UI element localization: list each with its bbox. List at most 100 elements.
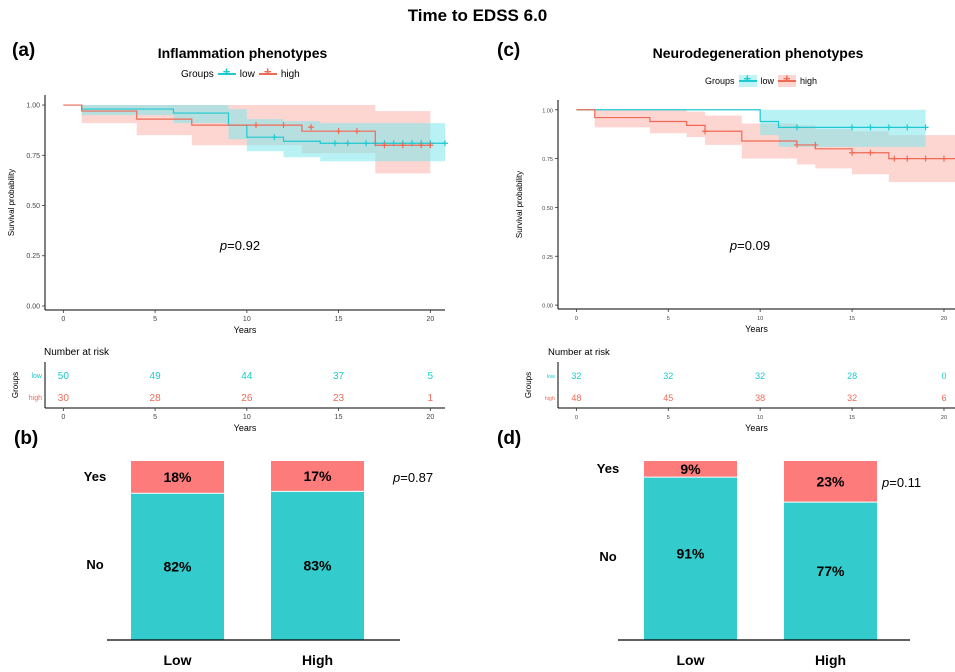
risk-x-tick-label: 5 bbox=[153, 414, 157, 421]
censor-mark-low bbox=[271, 134, 278, 141]
bar-chart-d: 9% 91% Low 23% 77% High Yes No p=0.11 bbox=[597, 461, 921, 668]
risk-count-low: 32 bbox=[755, 371, 765, 381]
bar-label-no: 83% bbox=[303, 558, 332, 574]
censor-mark-high bbox=[867, 149, 874, 156]
y-tick-label: 0.25 bbox=[26, 253, 40, 260]
risk-x-tick-label: 0 bbox=[575, 415, 578, 421]
p-value-annotation: p=0.87 bbox=[392, 470, 433, 485]
censor-mark-high bbox=[922, 155, 929, 162]
risk-table-c: Number at risk low 32 32 32 28 0 high 48 45 38 32 6 G… bbox=[524, 347, 955, 433]
risk-count-high: 28 bbox=[150, 393, 162, 404]
censor-mark-high bbox=[381, 142, 388, 149]
y-axis-label: Survival probability bbox=[7, 169, 16, 236]
censor-mark-high bbox=[399, 142, 406, 149]
risk-count-low: 49 bbox=[150, 371, 162, 382]
risk-x-tick-label: 10 bbox=[757, 415, 763, 421]
bar-label-no: 77% bbox=[816, 563, 845, 579]
bar-label-no: 91% bbox=[676, 546, 705, 562]
risk-x-tick-label: 10 bbox=[243, 414, 251, 421]
risk-x-tick-label: 15 bbox=[849, 415, 855, 421]
risk-y-axis-label: Groups bbox=[524, 372, 533, 398]
risk-count-high: 32 bbox=[847, 393, 857, 403]
risk-x-tick-label: 20 bbox=[941, 415, 947, 421]
y-tick-label: 1.00 bbox=[542, 108, 553, 114]
risk-count-low: 32 bbox=[571, 371, 581, 381]
risk-count-high: 26 bbox=[241, 393, 253, 404]
x-tick-label: 5 bbox=[153, 316, 157, 323]
x-tick-label: 10 bbox=[243, 316, 251, 323]
p-value: =0.87 bbox=[400, 470, 433, 485]
risk-count-low: 37 bbox=[333, 371, 345, 382]
risk-row-label-low: low bbox=[31, 373, 42, 380]
p-value-annotation: p=0.92 bbox=[219, 238, 260, 253]
y-axis-label: Survival probability bbox=[515, 171, 524, 238]
panel-title-c: Neurodegeneration phenotypes bbox=[652, 45, 864, 61]
ci-band-high bbox=[576, 109, 955, 183]
y-tick-label: 0.25 bbox=[542, 255, 553, 261]
risk-count-high: 6 bbox=[941, 393, 946, 403]
y-tick-label: 0.75 bbox=[542, 157, 553, 163]
y-tick-label: 0.50 bbox=[542, 206, 553, 212]
censor-mark-low bbox=[344, 140, 351, 147]
censor-mark-high bbox=[427, 142, 434, 149]
bar-label-yes: 23% bbox=[816, 474, 845, 490]
risk-table-title: Number at risk bbox=[548, 347, 610, 358]
censor-mark-low bbox=[793, 124, 800, 131]
x-tick-label: 0 bbox=[61, 316, 65, 323]
ci-band-low bbox=[63, 105, 445, 164]
risk-count-high: 23 bbox=[333, 393, 345, 404]
censor-mark-high bbox=[940, 155, 947, 162]
censor-mark-high bbox=[308, 124, 315, 131]
risk-table-title: Number at risk bbox=[44, 347, 110, 358]
y-tick-label: 0.00 bbox=[26, 303, 40, 310]
censor-mark-low bbox=[331, 140, 338, 147]
legend-low-key-icon bbox=[217, 64, 236, 80]
figure-title: Time to EDSS 6.0 bbox=[407, 6, 548, 25]
y-tick-label: 0.00 bbox=[542, 304, 553, 310]
p-italic: p bbox=[219, 238, 227, 253]
censor-mark-high bbox=[904, 155, 911, 162]
bar-label-no: 82% bbox=[163, 559, 192, 575]
legend-high-label: high bbox=[800, 76, 818, 86]
censor-mark-high bbox=[891, 155, 898, 162]
legend-c: Groups low high bbox=[705, 71, 818, 87]
censor-mark-high bbox=[353, 128, 360, 135]
x-axis-label: Years bbox=[234, 325, 257, 335]
y-tick-label: 0.75 bbox=[26, 153, 40, 160]
legend-high-key-icon bbox=[258, 64, 277, 80]
risk-row-label-high: high bbox=[29, 395, 42, 402]
legend-title: Groups bbox=[705, 76, 735, 86]
km-plot-a: 0.00 0.25 0.50 0.75 1.00 0 5 10 15 20 Years Surviva… bbox=[7, 95, 448, 335]
censor-mark-low bbox=[442, 140, 448, 147]
risk-x-axis-label: Years bbox=[745, 423, 768, 433]
panel-label-d: (d) bbox=[497, 428, 522, 449]
risk-count-high: 1 bbox=[428, 393, 434, 404]
risk-row-label-high: high bbox=[545, 396, 555, 402]
legend-high-key-icon bbox=[778, 71, 797, 87]
risk-count-low: 32 bbox=[663, 371, 673, 381]
risk-x-tick-label: 20 bbox=[426, 414, 434, 421]
x-axis-label: Years bbox=[745, 324, 768, 334]
bar-label-yes: 17% bbox=[303, 468, 332, 484]
censor-mark-high bbox=[849, 149, 856, 156]
p-value: =0.11 bbox=[889, 475, 921, 490]
y-tick-label: 1.00 bbox=[26, 103, 40, 110]
risk-count-low: 44 bbox=[241, 371, 253, 382]
risk-count-high: 48 bbox=[571, 393, 581, 403]
row-label-no: No bbox=[86, 557, 103, 572]
bar-segment-no bbox=[131, 493, 224, 640]
censor-mark-low bbox=[904, 124, 911, 131]
category-label: High bbox=[302, 652, 333, 668]
x-tick-label: 0 bbox=[575, 316, 578, 322]
censor-mark-low bbox=[867, 124, 874, 131]
survival-curve-low bbox=[576, 109, 926, 128]
bar-segment-no bbox=[784, 502, 877, 640]
bar-label-yes: 18% bbox=[163, 469, 192, 485]
censor-mark-low bbox=[849, 124, 856, 131]
risk-x-axis-label: Years bbox=[234, 423, 257, 433]
km-plot-c: 0.00 0.25 0.50 0.75 1.00 0 5 10 15 20 Years Surviva… bbox=[515, 100, 955, 334]
p-value: =0.92 bbox=[227, 238, 260, 253]
bar-label-yes: 9% bbox=[680, 461, 701, 477]
p-italic: p bbox=[392, 470, 400, 485]
